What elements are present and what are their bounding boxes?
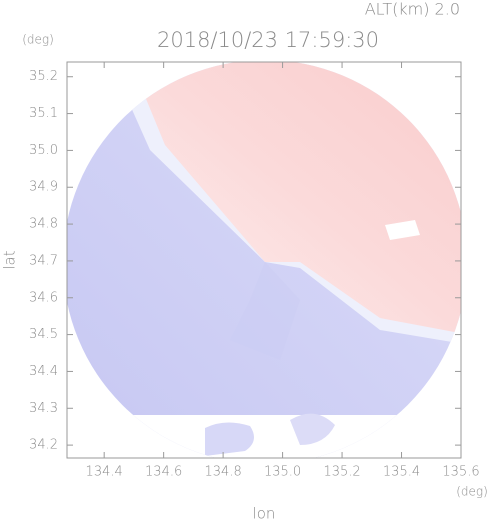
radar-field — [67, 62, 461, 458]
y-tick-label: 34.6 — [29, 290, 58, 305]
chart-title: 2018/10/23 17:59:30 — [157, 28, 379, 52]
plot-frame — [66, 61, 462, 459]
x-tick-label: 135.2 — [323, 465, 360, 480]
y-tick-label: 34.3 — [29, 401, 58, 416]
x-axis-label: lon — [253, 505, 276, 522]
y-tick-label: 34.9 — [29, 180, 58, 195]
y-tick-label: 35.0 — [29, 143, 58, 158]
y-tick-label: 34.5 — [29, 327, 58, 342]
y-axis-label: lat — [1, 250, 19, 269]
y-tick-label: 34.7 — [29, 253, 58, 268]
x-unit: (deg) — [456, 485, 488, 499]
x-tick-label: 135.4 — [383, 465, 420, 480]
y-tick-label: 34.8 — [29, 217, 58, 232]
y-unit: (deg) — [22, 33, 54, 47]
y-tick-label: 34.2 — [29, 438, 58, 453]
x-tick-label: 134.6 — [145, 465, 182, 480]
x-tick-label: 134.4 — [86, 465, 123, 480]
y-tick-label: 35.1 — [29, 106, 58, 121]
x-tick-label: 135.6 — [442, 465, 479, 480]
y-tick-label: 34.4 — [29, 364, 58, 379]
x-tick-label: 135.0 — [264, 465, 301, 480]
y-tick-label: 35.2 — [29, 69, 58, 84]
x-tick-label: 134.8 — [205, 465, 242, 480]
subtitle: ALT(km) 2.0 — [365, 0, 460, 19]
